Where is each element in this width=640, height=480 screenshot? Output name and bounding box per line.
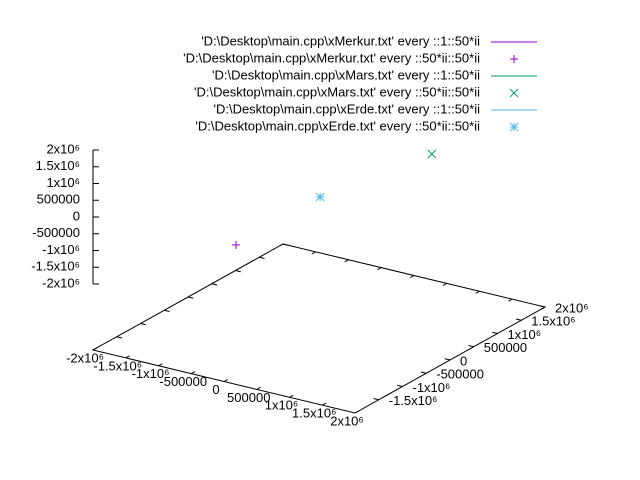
data-point: [232, 240, 241, 249]
x-tick-mirror: [278, 243, 284, 247]
y-tick: [539, 305, 546, 308]
x-tick: [92, 347, 98, 351]
data-point: [315, 192, 325, 202]
marker-stroke: [509, 122, 519, 132]
legend-marker: [509, 122, 519, 132]
legend-label: 'D:\Desktop\main.cpp\xErde.txt' every ::…: [195, 118, 480, 133]
z-tick-label: 2x10⁶: [46, 141, 80, 156]
x-tick-label: -500000: [159, 374, 207, 389]
x-tick-mirror: [409, 275, 415, 279]
x-tick-mirror: [311, 251, 316, 255]
z-tick-label: 0: [73, 208, 80, 223]
marker-stroke: [509, 88, 519, 98]
x-tick: [354, 410, 360, 414]
y-tick-mirror: [164, 309, 170, 312]
marker-stroke: [427, 149, 437, 159]
y-tick: [468, 345, 474, 348]
legend-label: 'D:\Desktop\main.cpp\xMars.txt' every ::…: [212, 67, 480, 82]
y-tick-label: 1x10⁶: [508, 327, 542, 342]
z-tick-label: 1x10⁶: [46, 175, 80, 190]
x-tick-mirror: [508, 298, 513, 302]
y-tick-mirror: [259, 256, 265, 259]
legend-label: 'D:\Desktop\main.cpp\xMerkur.txt' every …: [201, 33, 480, 48]
x-tick: [289, 394, 294, 398]
x-tick-label: -1.5x10⁶: [93, 358, 142, 373]
legend-marker: [509, 88, 519, 98]
y-tick: [515, 318, 522, 321]
y-tick-mirror: [116, 336, 123, 339]
x-tick-label: 2x10⁶: [330, 413, 364, 428]
y-tick: [492, 331, 498, 334]
x-tick: [322, 402, 327, 406]
y-tick: [397, 384, 403, 387]
z-tick-label: 500000: [37, 192, 80, 207]
y-tick: [444, 358, 451, 361]
y-tick-label: -1.5x10⁶: [389, 393, 438, 408]
z-tick-label: 1.5x10⁶: [36, 158, 80, 173]
legend-label: 'D:\Desktop\main.cpp\xMerkur.txt' every …: [183, 50, 480, 65]
x-tick: [158, 363, 163, 367]
y-tick: [373, 398, 379, 401]
y-tick-mirror: [187, 296, 194, 299]
x-tick: [125, 355, 130, 359]
x-tick-label: -1x10⁶: [132, 366, 170, 381]
x-tick-mirror: [475, 290, 480, 294]
y-tick-mirror: [235, 270, 241, 273]
y-tick: [420, 371, 427, 374]
x-tick-label: -2x10⁶: [66, 350, 104, 365]
y-tick-label: -500000: [436, 367, 484, 382]
x-tick-mirror: [442, 282, 447, 286]
x-tick-label: 1.5x10⁶: [292, 406, 336, 421]
legend-marker: [510, 55, 518, 63]
y-tick-label: -1x10⁶: [413, 380, 451, 395]
x-tick-label: 1x10⁶: [265, 398, 299, 413]
data-point: [427, 149, 437, 159]
x-tick: [191, 371, 196, 375]
y-tick-label: 2x10⁶: [555, 300, 589, 315]
marker-stroke: [315, 192, 325, 202]
z-tick-label: -1x10⁶: [42, 242, 80, 257]
y-tick-mirror: [140, 323, 146, 326]
y-tick-mirror: [282, 243, 289, 246]
legend-label: 'D:\Desktop\main.cpp\xMars.txt' every ::…: [194, 84, 480, 99]
z-tick-label: -500000: [32, 225, 80, 240]
y-tick-mirror: [211, 283, 218, 286]
y-tick-label: 0: [460, 353, 467, 368]
x-tick-label: 0: [212, 382, 219, 397]
z-tick-label: -1.5x10⁶: [31, 259, 80, 274]
x-tick-label: 500000: [227, 390, 270, 405]
z-tick-label: -2x10⁶: [42, 275, 80, 290]
y-tick-label: 1.5x10⁶: [531, 314, 575, 329]
y-tick-label: 500000: [484, 340, 527, 355]
x-tick-mirror: [344, 259, 349, 263]
x-tick-mirror: [377, 267, 382, 271]
legend-label: 'D:\Desktop\main.cpp\xErde.txt' every ::…: [213, 101, 480, 116]
x-tick: [223, 378, 229, 382]
x-tick: [256, 386, 261, 390]
